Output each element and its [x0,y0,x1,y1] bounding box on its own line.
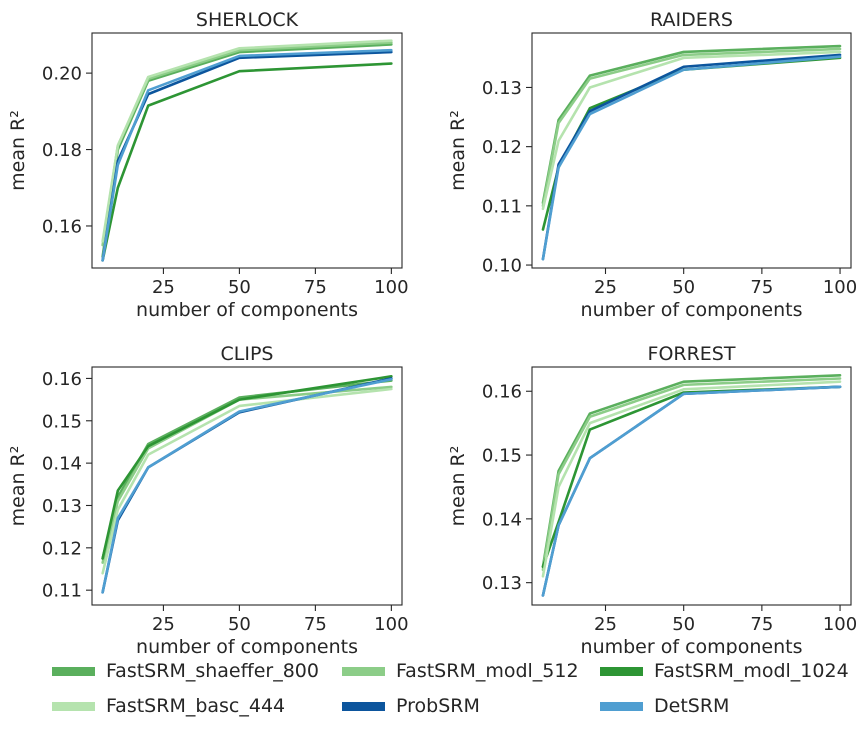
series-line-fastsrm-modl-512 [541,47,842,208]
x-tick-label: 50 [672,614,695,635]
x-tick-label: 100 [823,277,857,298]
plot-frame [91,366,403,606]
legend-swatch-probsrm [342,701,385,711]
chart-panel-sherlock: 25 50 75 100 0.16 0.18 0.20 SHERLOCK number of c… [7,9,409,321]
chart-title: SHERLOCK [196,9,299,31]
y-tick-label: 0.15 [42,411,82,432]
y-tick-label: 0.13 [482,78,522,99]
y-axis-label: mean R² [7,446,29,527]
y-tick-label: 0.20 [42,64,82,85]
y-tick-label: 0.10 [482,256,522,277]
y-tick-label: 0.13 [482,573,522,594]
series-line-fastsrm-modl-1024 [541,385,842,569]
y-tick-label: 0.14 [482,509,522,530]
y-tick-label: 0.16 [42,369,82,390]
y-axis-label: mean R² [447,110,469,191]
y-tick-label: 0.12 [482,137,522,158]
x-tick-label: 75 [304,614,327,635]
x-tick-label: 25 [152,277,175,298]
series-line-detsrm [101,48,393,262]
x-tick-label: 50 [672,277,695,298]
x-tick-label: 25 [594,614,617,635]
legend-swatch-fastsrm-modl-1024 [600,666,643,676]
y-tick-label: 0.13 [42,496,82,517]
legend-item-fastsrm-basc-444: FastSRM_basc_444 [52,691,285,721]
x-tick-label: 100 [374,277,408,298]
plot-frame [531,32,852,269]
y-tick-label: 0.11 [482,196,522,217]
series-line-detsrm [101,377,393,594]
series-line-detsrm [541,55,842,261]
x-tick-label: 75 [750,614,773,635]
legend-label: FastSRM_basc_444 [106,695,286,717]
x-tick-label: 50 [228,614,251,635]
legend: FastSRM_shaeffer_800 FastSRM_modl_512 Fa… [40,655,865,743]
legend-item-fastsrm-modl-1024: FastSRM_modl_1024 [600,656,849,686]
series-line-fastsrm-modl-512 [101,41,393,247]
y-tick-label: 0.11 [42,581,82,602]
plot-frame [91,32,403,269]
y-tick-label: 0.12 [42,538,82,559]
y-tick-label: 0.16 [42,216,82,237]
x-axis-label: number of components [581,636,803,655]
series-line-fastsrm-modl-512 [541,377,842,572]
legend-item-detsrm: DetSRM [600,691,729,721]
legend-item-probsrm: ProbSRM [342,691,480,721]
chart-title: FORREST [648,343,736,365]
series-line-fastsrm-basc-444 [101,387,393,575]
legend-label: FastSRM_shaeffer_800 [106,660,319,682]
legend-label: FastSRM_modl_512 [396,660,579,682]
series-line-fastsrm-basc-444 [541,380,842,578]
series-line-fastsrm-shaeffer-800 [101,43,393,258]
legend-swatch-fastsrm-modl-512 [342,666,385,676]
legend-swatch-fastsrm-basc-444 [52,701,95,711]
series-line-fastsrm-basc-444 [541,50,842,211]
y-tick-label: 0.16 [482,382,522,403]
chart-title: RAIDERS [650,9,733,31]
y-tick-label: 0.15 [482,446,522,467]
chart-panel-forrest: 25 50 75 100 0.13 0.14 0.15 0.16 FORREST number o… [447,343,857,655]
x-tick-label: 100 [374,614,408,635]
x-axis-label: number of components [581,299,803,321]
series-line-fastsrm-modl-1024 [101,62,393,262]
series-line-detsrm [541,385,842,597]
legend-swatch-detsrm [600,701,643,711]
y-tick-label: 0.14 [42,454,82,475]
x-axis-label: number of components [136,636,358,655]
series-line-fastsrm-modl-512 [101,385,393,564]
x-tick-label: 50 [228,277,251,298]
chart-panel-raiders: 25 50 75 100 0.10 0.11 0.12 0.13 RAIDERS number o… [447,9,857,321]
charts-figure: 25 50 75 100 0.16 0.18 0.20 SHERLOCK number of c… [7,9,857,655]
y-axis-label: mean R² [447,446,469,527]
x-tick-label: 100 [823,614,857,635]
legend-label: DetSRM [654,695,730,717]
x-tick-label: 75 [304,277,327,298]
x-tick-label: 25 [152,614,175,635]
series-line-fastsrm-shaeffer-800 [541,373,842,569]
legend-swatch-fastsrm-shaeffer-800 [52,666,95,676]
x-tick-label: 75 [750,277,773,298]
chart-panel-clips: 25 50 75 100 0.11 0.12 0.13 0.14 0.15 0.16 CLIPS nu… [7,343,409,655]
legend-label: FastSRM_modl_1024 [654,660,849,682]
y-tick-label: 0.18 [42,140,82,161]
series-line-probsrm [541,53,842,261]
x-tick-label: 25 [594,277,617,298]
y-axis-label: mean R² [7,110,29,191]
x-axis-label: number of components [136,299,358,321]
legend-item-fastsrm-shaeffer-800: FastSRM_shaeffer_800 [52,656,319,686]
series-line-fastsrm-modl-1024 [101,375,393,560]
plot-frame [531,366,852,606]
legend-label: ProbSRM [396,695,480,717]
chart-title: CLIPS [221,343,274,365]
series-line-fastsrm-basc-444 [101,39,393,243]
legend-item-fastsrm-modl-512: FastSRM_modl_512 [342,656,579,686]
